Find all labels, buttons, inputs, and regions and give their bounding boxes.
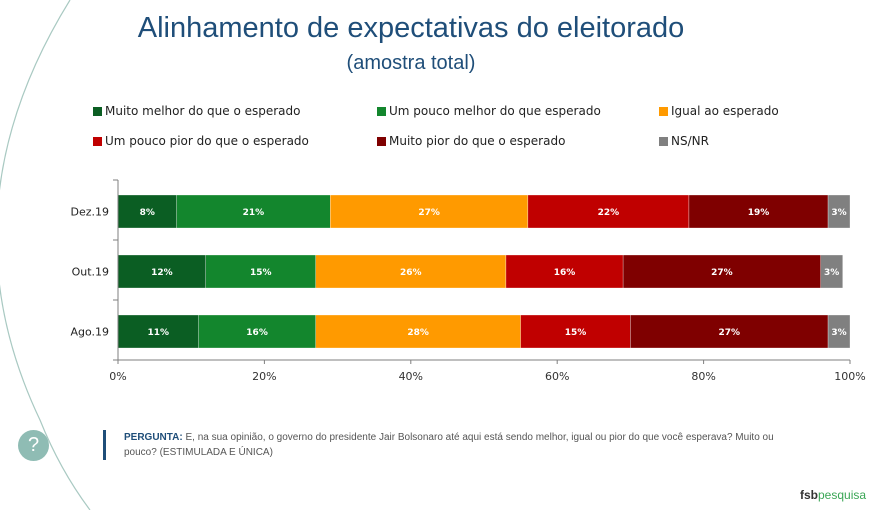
- legend-item: Um pouco pior do que o esperado: [93, 134, 309, 148]
- bar-segment-label: 16%: [554, 268, 576, 278]
- legend-swatch: [659, 106, 668, 116]
- question-text: E, na sua opinião, o governo do presiden…: [124, 432, 774, 458]
- bars: 8% 21% 27% 22% 19% 3% 12% 15% 26% 16% 27% 3% 11% 16% 2…: [117, 194, 851, 349]
- legend-label: Um pouco melhor do que esperado: [389, 104, 601, 118]
- bar-segment-label: 28%: [407, 328, 429, 338]
- legend-swatch: [377, 106, 386, 116]
- bar-segment: [688, 194, 829, 229]
- x-tick-label: 0%: [109, 370, 126, 383]
- x-tick-label: 40%: [399, 370, 423, 383]
- legend-label: Muito melhor do que o esperado: [105, 104, 301, 118]
- axes: Dez.19 Out.19 Ago.19 0% 20% 40% 60% 80% 100%: [70, 179, 866, 383]
- bar-segment-label: 16%: [246, 328, 268, 338]
- bar-segment: [315, 314, 521, 349]
- bar-segment-label: 27%: [711, 268, 733, 278]
- bar-segment: [827, 314, 851, 349]
- legend-item: Muito pior do que o esperado: [377, 134, 565, 148]
- question-mark-icon: ?: [18, 430, 49, 461]
- bar-segment: [198, 314, 316, 349]
- legend-swatch: [93, 106, 102, 116]
- bar-segment: [176, 194, 331, 229]
- x-tick-label: 100%: [834, 370, 865, 383]
- legend-swatch: [93, 136, 102, 146]
- bar-segment-label: 27%: [418, 208, 440, 218]
- bar-segment: [117, 254, 206, 289]
- bar-segment: [630, 314, 829, 349]
- bar-segment-label: 26%: [400, 268, 422, 278]
- bar-segment-label: 3%: [831, 328, 846, 338]
- fsb-pesquisa-logo: fsbpesquisa: [800, 488, 866, 502]
- question-label: PERGUNTA:: [124, 432, 183, 443]
- x-tick-label: 60%: [545, 370, 569, 383]
- bar-segment: [527, 194, 690, 229]
- category-label: Ago.19: [70, 326, 109, 339]
- chart-subtitle: (amostra total): [346, 52, 476, 74]
- bar-segment-label: 15%: [250, 268, 272, 278]
- question-note: PERGUNTA: E, na sua opinião, o governo d…: [103, 430, 774, 460]
- bar-segment-label: 3%: [831, 208, 846, 218]
- bar-segment-label: 11%: [147, 328, 169, 338]
- bar-segment-label: 21%: [243, 208, 265, 218]
- bar-segment-label: 12%: [151, 268, 173, 278]
- bar-segment: [827, 194, 851, 229]
- bar-segment-label: 8%: [140, 208, 155, 218]
- category-label: Out.19: [72, 266, 109, 279]
- bar-segment: [622, 254, 821, 289]
- x-tick-label: 80%: [691, 370, 715, 383]
- legend-label: Muito pior do que o esperado: [389, 134, 566, 148]
- bar-segment: [520, 314, 631, 349]
- bar-segment: [205, 254, 316, 289]
- x-tick-label: 20%: [252, 370, 276, 383]
- legend-swatch: [659, 136, 668, 146]
- legend-item: Um pouco melhor do que esperado: [377, 104, 601, 118]
- legend-item: NS/NR: [659, 134, 709, 148]
- legend-item: Muito melhor do que o esperado: [93, 104, 301, 118]
- legend-label: Um pouco pior do que o esperado: [105, 134, 309, 148]
- chart-title: Alinhamento de expectativas do eleitorad…: [137, 12, 685, 44]
- bar-segment-label: 15%: [565, 328, 587, 338]
- logo-bold: fsb: [800, 488, 818, 502]
- bar-segment: [315, 254, 507, 289]
- logo-light: pesquisa: [818, 488, 867, 502]
- legend-label: NS/NR: [671, 134, 709, 148]
- bar-segment-label: 19%: [748, 208, 770, 218]
- bar-segment-label: 3%: [824, 268, 839, 278]
- bar-segment-label: 27%: [718, 328, 740, 338]
- bar-segment: [505, 254, 624, 289]
- bar-segment-label: 22%: [598, 208, 620, 218]
- legend-swatch: [377, 136, 386, 146]
- legend-label: Igual ao esperado: [671, 104, 779, 118]
- bar-segment: [117, 194, 177, 229]
- category-label: Dez.19: [70, 206, 109, 219]
- bar-segment: [820, 254, 843, 289]
- legend-item: Igual ao esperado: [659, 104, 779, 118]
